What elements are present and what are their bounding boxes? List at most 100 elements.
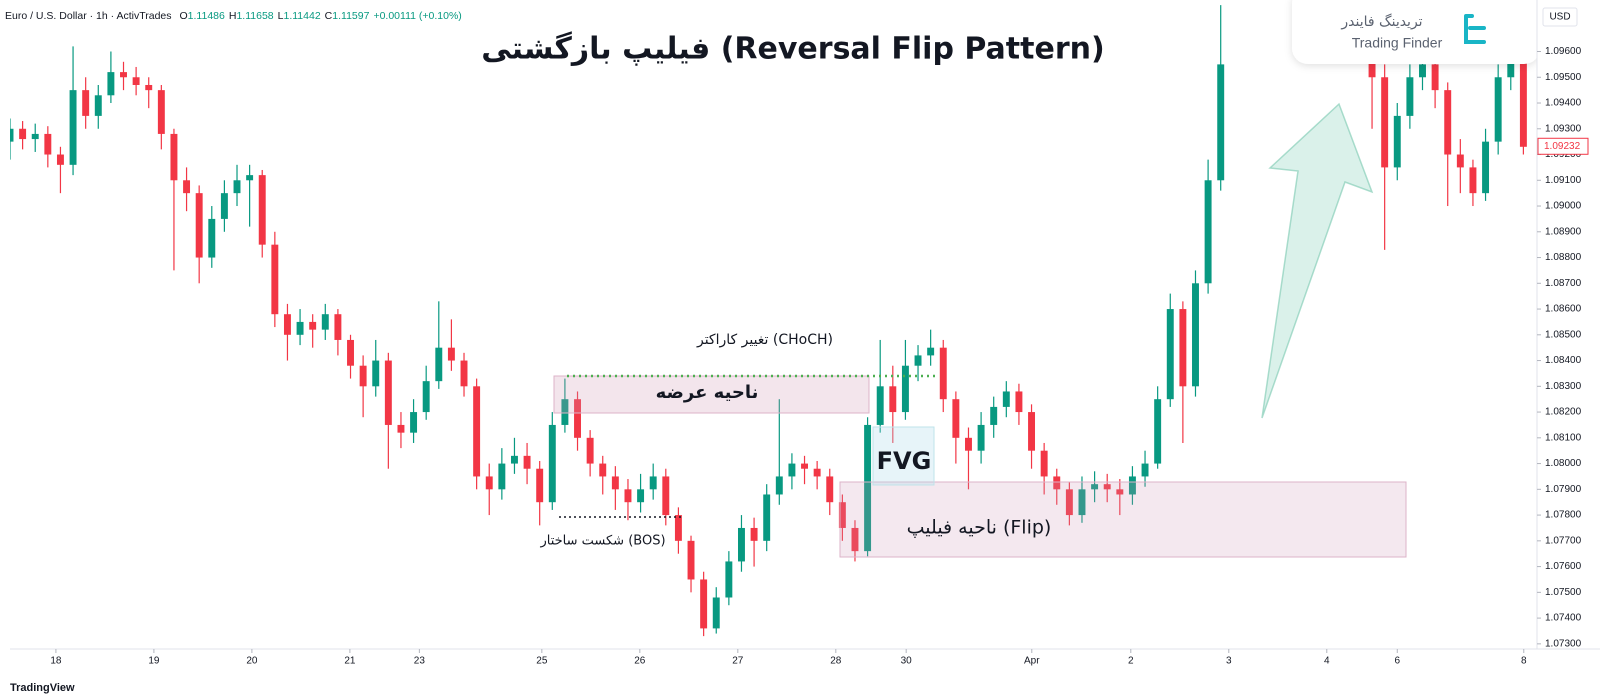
currency-box (1542, 7, 1578, 27)
change: +0.00111 (+0.10%) (373, 10, 461, 22)
quote-value: 1.11486 (188, 10, 225, 22)
candle-body (410, 412, 418, 433)
candle-body (359, 365, 367, 387)
candle-body (738, 527, 745, 562)
candle-body (927, 347, 935, 356)
candle-body (1065, 489, 1073, 516)
last-price-box (1537, 137, 1589, 155)
candle-body (788, 463, 796, 477)
candle-body (460, 360, 468, 387)
candle-body (1078, 489, 1086, 516)
y-tick-label: 1.08000 (1545, 458, 1582, 469)
quote-key: H (229, 10, 237, 22)
y-tick-label: 1.08100 (1545, 432, 1582, 443)
candle-body (1456, 154, 1464, 168)
x-tick-label: 21 (344, 656, 356, 667)
candle-body (939, 347, 947, 400)
candle-body (183, 180, 191, 194)
candle-body (914, 355, 922, 366)
x-tick-label: 27 (732, 656, 744, 667)
candle-body (611, 476, 619, 490)
candle-body (1204, 180, 1212, 284)
candle-body (1002, 391, 1010, 407)
candle-body (1192, 283, 1199, 387)
candle-body (548, 424, 556, 503)
logo-icon (1464, 14, 1486, 44)
candle-body (384, 360, 392, 425)
candle-body (1116, 489, 1124, 495)
y-tick-label: 1.08200 (1545, 407, 1582, 418)
supply-zone (553, 375, 870, 414)
candle-body (1103, 484, 1111, 490)
y-tick-label: 1.09600 (1545, 46, 1582, 57)
quote-key: L (278, 10, 284, 22)
candle-body (120, 72, 127, 78)
candle-body (56, 154, 64, 165)
candle-body (687, 540, 695, 580)
candle-body (1393, 115, 1401, 168)
candle-body (1040, 450, 1048, 477)
candle-body (1519, 38, 1527, 147)
candle-body (649, 476, 657, 490)
y-tick-label: 1.09400 (1545, 98, 1582, 109)
x-tick-label: 2 (1128, 656, 1134, 667)
choch-label: تغییر کاراکتر (CHoCH) (696, 332, 833, 348)
candle-body (347, 339, 354, 366)
candle-body (19, 128, 27, 140)
annotations: تغییر کاراکتر (CHoCH) ناحیه عرضه FVG ناح… (481, 31, 1407, 558)
candle-body (624, 489, 632, 503)
candle-body (220, 193, 228, 219)
candle-body (321, 314, 329, 330)
header: Euro / U.S. Dollar · 1h · ActivTrades O1.… (5, 10, 462, 22)
candle-body (372, 360, 380, 387)
candle-body (296, 321, 304, 335)
x-tick-label: 30 (901, 656, 913, 667)
candle-body (473, 386, 481, 477)
candle-body (1028, 412, 1036, 451)
candle-body (851, 527, 859, 552)
candle-body (1141, 463, 1149, 477)
candle-body (283, 314, 291, 335)
x-tick-label: 25 (536, 656, 548, 667)
candle-body (107, 72, 115, 96)
logo-card (1292, 0, 1540, 64)
candle-body (233, 180, 241, 194)
candle-body (1419, 64, 1426, 78)
logo-fa: تریدینگ فایندر (1340, 13, 1422, 30)
candle-body (1154, 399, 1162, 464)
flip-label: ناحیه فیلیپ (Flip) (907, 517, 1052, 539)
x-tick-label: 18 (50, 656, 62, 667)
candle-body (258, 175, 266, 245)
supply-label: ناحیه عرضه (656, 382, 759, 403)
x-tick-label: 4 (1324, 656, 1330, 667)
candle-body (82, 90, 90, 116)
y-tick-label: 1.07700 (1545, 535, 1582, 546)
candle-body (1015, 391, 1023, 413)
candle-body (157, 90, 165, 134)
logo: تریدینگ فایندر Trading Finder (1292, 0, 1540, 64)
candle-body (10, 128, 14, 142)
candle-body (876, 386, 884, 425)
quote: O1.11486 H1.11658 L1.11442 C1.11597 (180, 10, 370, 22)
candle-body (31, 133, 39, 140)
candle-body (1166, 309, 1174, 400)
y-tick-label: 1.08900 (1545, 226, 1582, 237)
candles (10, 5, 1527, 637)
candle-body (574, 399, 581, 438)
y-tick-label: 1.07400 (1545, 613, 1582, 624)
candle-body (1179, 309, 1187, 387)
candle-body (813, 468, 821, 477)
candle-body (132, 77, 140, 85)
x-tick-label: 20 (246, 656, 258, 667)
y-tick-label: 1.09500 (1545, 72, 1582, 83)
y-tick-label: 1.07600 (1545, 561, 1582, 572)
y-tick-label: 1.08300 (1545, 381, 1582, 392)
candle-body (510, 455, 518, 464)
chart-title: فیلیپ بازگشتی (Reversal Flip Pattern) (481, 31, 1104, 67)
candle-body (801, 463, 808, 469)
candle-body (498, 463, 506, 490)
y-tick-label: 1.08700 (1545, 278, 1582, 289)
last-price-label: 1.09232 (1544, 141, 1581, 152)
candle-body (750, 527, 758, 541)
candle-body (1091, 484, 1099, 490)
